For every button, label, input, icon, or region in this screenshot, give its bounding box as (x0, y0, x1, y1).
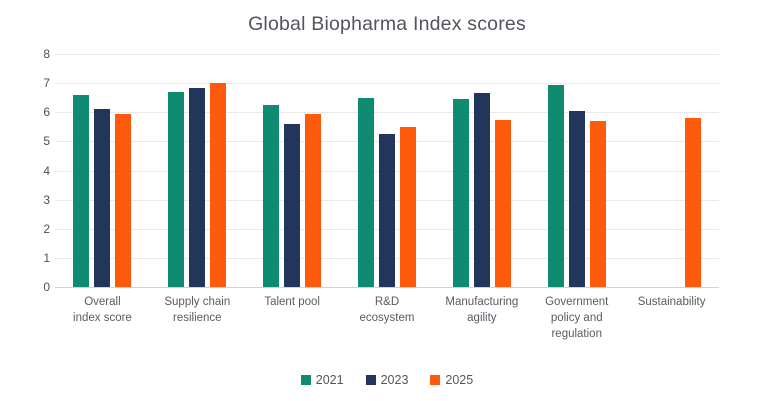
bar-group (529, 54, 624, 287)
y-tick-label: 7 (43, 76, 50, 91)
bar-2023 (284, 123, 301, 287)
y-axis: 0 1 2 3 4 5 6 7 8 (24, 47, 50, 294)
bar-group (245, 54, 340, 287)
gridline-6 (55, 112, 719, 114)
gridline-0 (55, 287, 719, 288)
y-tick-label: 3 (43, 192, 50, 207)
bar-2023 (379, 134, 395, 287)
bar-2021 (73, 94, 90, 287)
y-tick-label: 8 (43, 47, 50, 61)
bar-2021 (263, 104, 280, 287)
bar-2021 (452, 99, 469, 287)
bar-group (55, 54, 150, 287)
x-category-label: Talent pool (264, 296, 320, 308)
bar-2023 (473, 93, 490, 287)
gridline-8 (55, 54, 719, 55)
legend: 2021 2023 2025 (55, 373, 719, 387)
bar-2021 (168, 91, 185, 287)
x-category-label: Supply chain resilience (164, 296, 231, 325)
legend-item-2025: 2025 (430, 373, 473, 387)
bar-2023 (189, 87, 206, 287)
bar-2023 (568, 110, 585, 287)
x-category-label: Sustainability (637, 296, 706, 308)
y-tick-label: 1 (43, 250, 50, 265)
y-tick-label: 4 (43, 163, 50, 178)
x-axis: Overall index score Supply chain resilien… (55, 294, 719, 342)
x-category-label: Manufacturing agility (445, 296, 519, 325)
bar-group (150, 54, 245, 287)
bar-groups (55, 54, 719, 287)
x-category-label: Government policy and regulation (545, 296, 609, 341)
x-category-label: Overall index score (73, 296, 132, 325)
y-tick-label: 2 (43, 221, 50, 236)
bar-2025 (684, 118, 701, 287)
legend-swatch-icon (365, 375, 376, 385)
bar-2025 (305, 113, 322, 287)
bar-2025 (494, 119, 511, 287)
bar-group (624, 54, 719, 287)
legend-swatch-icon (430, 375, 441, 385)
legend-label: 2021 (315, 373, 344, 387)
y-tick-label: 6 (43, 105, 50, 120)
bar-group (340, 54, 435, 287)
bar-group (434, 54, 529, 287)
legend-item-2021: 2021 (300, 373, 344, 387)
bar-2025 (210, 83, 227, 287)
y-tick-label: 0 (43, 280, 50, 294)
bar-2025 (400, 126, 416, 287)
y-tick-label: 5 (43, 134, 50, 149)
legend-label: 2023 (380, 373, 409, 387)
chart-title: Global Biopharma Index scores (248, 13, 526, 35)
x-category-label: R&D ecosystem (359, 296, 415, 325)
legend-label: 2025 (445, 373, 474, 387)
legend-swatch-icon (300, 375, 311, 385)
bar-2025 (589, 121, 606, 287)
bar-2023 (94, 109, 111, 287)
legend-item-2023: 2023 (365, 373, 409, 387)
bar-2021 (358, 97, 374, 287)
gridline-7 (55, 83, 719, 85)
bar-2021 (547, 84, 564, 287)
bar-2025 (115, 113, 132, 287)
